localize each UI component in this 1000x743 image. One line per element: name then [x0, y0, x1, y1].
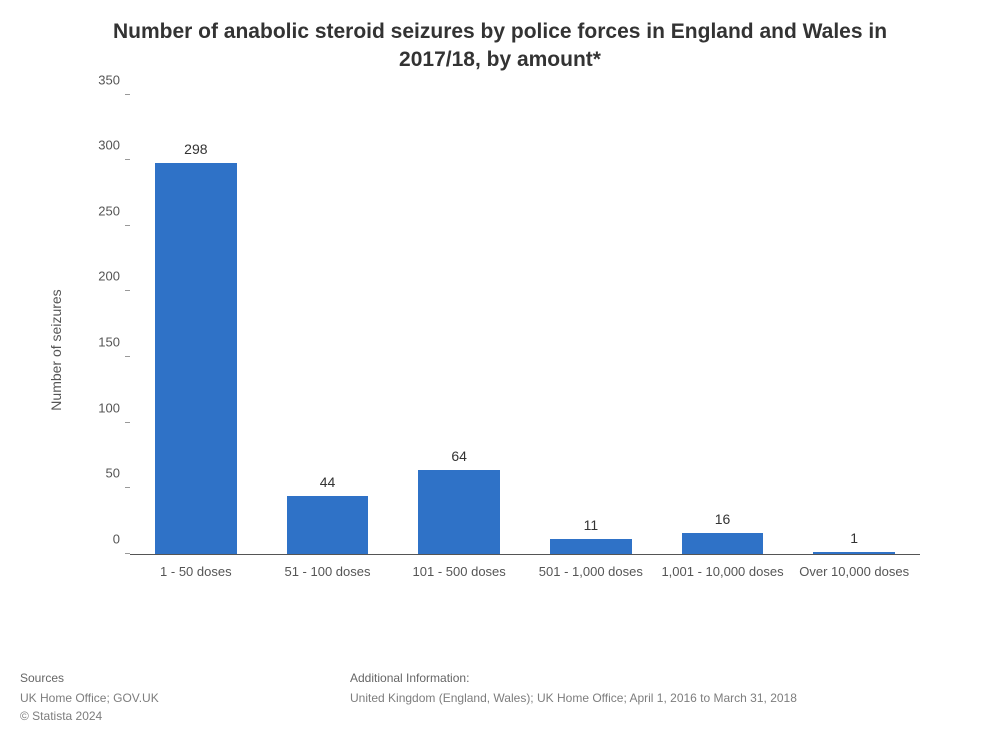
- bars-group: 2981 - 50 doses4451 - 100 doses64101 - 5…: [130, 95, 920, 554]
- bar: [287, 496, 369, 554]
- y-tick-mark: [125, 422, 130, 423]
- x-tick-label: 1 - 50 doses: [131, 554, 261, 581]
- plot-area: 2981 - 50 doses4451 - 100 doses64101 - 5…: [130, 95, 920, 555]
- y-tick-label: 150: [98, 334, 130, 349]
- x-tick-label: 51 - 100 doses: [263, 554, 393, 581]
- bar-slot: 161,001 - 10,000 doses: [657, 95, 789, 554]
- y-tick-label: 50: [106, 466, 130, 481]
- y-tick-mark: [125, 225, 130, 226]
- y-axis-label: Number of seizures: [48, 289, 64, 410]
- chart-container: Number of anabolic steroid seizures by p…: [0, 0, 1000, 743]
- info-column: Additional Information: United Kingdom (…: [350, 670, 980, 725]
- bar-slot: 1Over 10,000 doses: [788, 95, 920, 554]
- bar-slot: 64101 - 500 doses: [393, 95, 525, 554]
- bar: [682, 533, 764, 554]
- y-tick-label: 300: [98, 138, 130, 153]
- x-tick-label: 1,001 - 10,000 doses: [658, 554, 788, 581]
- bar: [155, 163, 237, 554]
- y-tick-mark: [125, 159, 130, 160]
- y-tick-mark: [125, 356, 130, 357]
- bar-value-label: 298: [184, 141, 207, 157]
- copyright-text: © Statista 2024: [20, 708, 350, 725]
- bar-value-label: 16: [715, 511, 731, 527]
- info-text: United Kingdom (England, Wales); UK Home…: [350, 690, 980, 707]
- bar-value-label: 44: [320, 474, 336, 490]
- bar-slot: 2981 - 50 doses: [130, 95, 262, 554]
- info-heading: Additional Information:: [350, 670, 980, 687]
- bar-slot: 4451 - 100 doses: [262, 95, 394, 554]
- y-tick-mark: [125, 290, 130, 291]
- y-tick-label: 200: [98, 269, 130, 284]
- chart-title: Number of anabolic steroid seizures by p…: [70, 18, 930, 75]
- x-tick-label: 101 - 500 doses: [394, 554, 524, 581]
- x-tick-label: Over 10,000 doses: [789, 554, 919, 581]
- sources-column: Sources UK Home Office; GOV.UK © Statist…: [20, 670, 350, 725]
- chart-area: Number of seizures 2981 - 50 doses4451 -…: [50, 85, 950, 615]
- bar-value-label: 1: [850, 530, 858, 546]
- bar-slot: 11501 - 1,000 doses: [525, 95, 657, 554]
- bar: [418, 470, 500, 554]
- x-tick-label: 501 - 1,000 doses: [526, 554, 656, 581]
- y-tick-label: 100: [98, 400, 130, 415]
- bar-value-label: 64: [451, 448, 467, 464]
- y-tick-mark: [125, 94, 130, 95]
- y-tick-mark: [125, 553, 130, 554]
- y-tick-label: 250: [98, 203, 130, 218]
- y-tick-mark: [125, 487, 130, 488]
- bar: [550, 539, 632, 553]
- y-tick-label: 0: [113, 531, 130, 546]
- footer: Sources UK Home Office; GOV.UK © Statist…: [20, 670, 980, 725]
- sources-text: UK Home Office; GOV.UK: [20, 690, 350, 707]
- sources-heading: Sources: [20, 670, 350, 687]
- bar-value-label: 11: [584, 517, 599, 533]
- y-tick-label: 350: [98, 72, 130, 87]
